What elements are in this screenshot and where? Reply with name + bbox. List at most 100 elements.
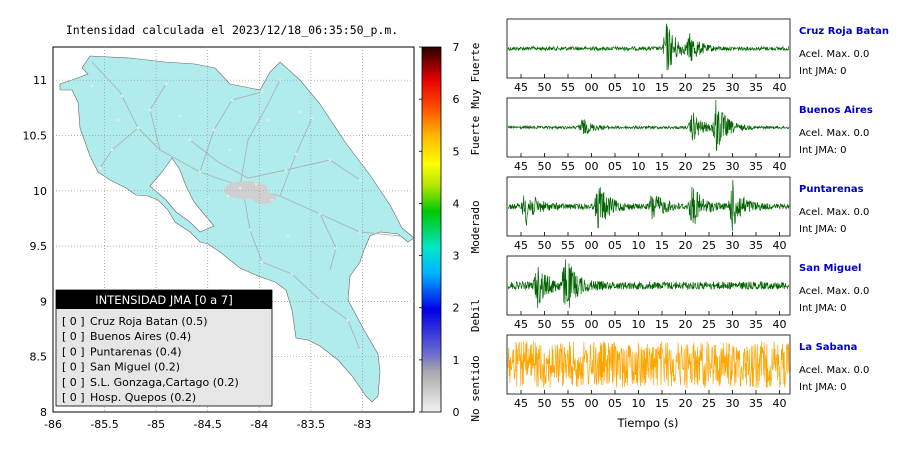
- town-marker: [228, 148, 232, 152]
- time-tick-label: 55: [561, 160, 575, 173]
- station-name: Buenos Aires: [799, 105, 873, 116]
- station-acel: Acel. Max. 0.0: [799, 207, 869, 218]
- legend-header-bg: [56, 290, 272, 309]
- station-int: Int JMA: 0: [799, 303, 847, 314]
- town-marker: [284, 168, 288, 172]
- x-tick-label: -84.5: [193, 418, 221, 431]
- time-tick-label: 25: [702, 239, 716, 252]
- town-marker: [120, 94, 124, 98]
- seismogram-panel: 45 50 55 00 05 10 15 20 25 30 35 40 Buenos Aires Acel…: [506, 97, 873, 173]
- colorbar-tick-label: 5: [453, 145, 460, 158]
- legend-item-label: Puntarenas (0.4): [90, 345, 182, 358]
- station-acel: Acel. Max. 0.0: [799, 128, 869, 139]
- time-tick-label: 10: [632, 397, 646, 410]
- time-tick-label: 10: [632, 160, 646, 173]
- time-tick-label: 10: [632, 81, 646, 94]
- time-tick-label: 15: [655, 81, 669, 94]
- town-marker: [270, 198, 274, 202]
- town-marker: [164, 82, 168, 86]
- legend-item-level: [ 0 ]: [62, 315, 85, 328]
- time-tick-label: 20: [679, 318, 693, 331]
- time-tick-label: 45: [514, 239, 528, 252]
- station-int: Int JMA: 0: [799, 382, 847, 393]
- town-marker: [148, 108, 152, 112]
- time-tick-label: 35: [749, 397, 763, 410]
- time-tick-label: 00: [585, 397, 599, 410]
- town-marker: [334, 246, 338, 250]
- seismogram-panel: 45 50 55 00 05 10 15 20 25 30 35 40 San Miguel Acel. …: [506, 255, 869, 331]
- town-marker: [98, 166, 102, 170]
- time-tick-label: 00: [585, 318, 599, 331]
- y-tick-label: 8.5: [30, 351, 48, 364]
- seismogram-panel: 45 50 55 00 05 10 15 20 25 30 35 40 La Sabana Acel. M…: [506, 334, 869, 410]
- legend-header: INTENSIDAD JMA [0 a 7]: [95, 293, 232, 307]
- time-tick-label: 50: [538, 239, 552, 252]
- colorbar-category: Debil: [469, 299, 482, 332]
- station-acel: Acel. Max. 0.0: [799, 365, 869, 376]
- time-tick-label: 15: [655, 397, 669, 410]
- intensity-legend: INTENSIDAD JMA [0 a 7] [ 0 ] Cruz Roja Ba…: [55, 289, 273, 407]
- map-x-axis: -86 -85.5 -85 -84.5 -84 -83.5 -83: [44, 418, 371, 431]
- station-acel: Acel. Max. 0.0: [799, 286, 869, 297]
- legend-item-label: S.L. Gonzaga,Cartago (0.2): [90, 376, 239, 389]
- time-tick-label: 25: [702, 81, 716, 94]
- legend-item-level: [ 0 ]: [62, 391, 85, 404]
- station-int: Int JMA: 0: [799, 224, 847, 235]
- x-tick-label: -85.5: [90, 418, 118, 431]
- colorbar-category: Muy Fuerte: [469, 43, 482, 109]
- time-tick-label: 50: [538, 397, 552, 410]
- town-marker: [346, 318, 350, 322]
- time-tick-label: 30: [726, 318, 740, 331]
- seismogram-panel: 45 50 55 00 05 10 15 20 25 30 35 40 Cruz Roja Batan A…: [506, 18, 889, 94]
- time-tick-label: 55: [561, 239, 575, 252]
- time-tick-label: 40: [773, 160, 787, 173]
- seismogram-trace: [507, 341, 790, 388]
- seismo-xlabel: Tiempo (s): [616, 416, 678, 430]
- time-tick-label: 00: [585, 81, 599, 94]
- map-y-axis: 8 8.5 9 9.5 10 10.5 11: [23, 74, 48, 419]
- town-marker: [266, 118, 270, 122]
- costa-rica-landmass: [59, 55, 415, 403]
- time-tick-label: 30: [726, 160, 740, 173]
- time-tick-label: 30: [726, 81, 740, 94]
- station-acel: Acel. Max. 0.0: [799, 49, 869, 60]
- y-tick-label: 9: [40, 295, 47, 308]
- time-tick-label: 05: [608, 318, 622, 331]
- y-tick-label: 11: [33, 74, 47, 87]
- town-marker: [212, 128, 216, 132]
- time-tick-label: 40: [773, 318, 787, 331]
- seismogram-panel: 45 50 55 00 05 10 15 20 25 30 35 40 Puntarenas Acel. …: [506, 176, 869, 252]
- time-tick-label: 25: [702, 397, 716, 410]
- town-marker: [188, 138, 192, 142]
- town-marker: [318, 212, 322, 216]
- time-tick-label: 05: [608, 160, 622, 173]
- time-tick-label: 20: [679, 239, 693, 252]
- seismogram-trace: [507, 179, 790, 232]
- legend-item-label: Cruz Roja Batan (0.5): [90, 315, 208, 328]
- colorbar-tick-label: 3: [453, 250, 460, 263]
- time-tick-label: 55: [561, 81, 575, 94]
- legend-box: [55, 289, 273, 407]
- colorbar-category: Fuerte: [469, 116, 482, 156]
- time-tick-label: 10: [632, 239, 646, 252]
- colorbar-category: Moderado: [469, 200, 482, 253]
- time-tick-label: 00: [585, 160, 599, 173]
- town-marker: [370, 338, 374, 342]
- town-marker: [260, 260, 264, 264]
- town-marker: [358, 178, 362, 182]
- x-tick-label: -83.5: [297, 418, 325, 431]
- time-tick-label: 00: [585, 239, 599, 252]
- intensity-colorbar: [421, 46, 442, 413]
- time-tick-label: 40: [773, 239, 787, 252]
- seismogram-trace: [507, 99, 790, 152]
- town-marker: [318, 298, 322, 302]
- town-marker: [110, 148, 114, 152]
- legend-item-level: [ 0 ]: [62, 345, 85, 358]
- station-name: Cruz Roja Batan: [799, 26, 889, 37]
- colorbar-categories: No sentido Debil Moderado Fuerte Muy Fuerte: [469, 43, 482, 422]
- time-tick-label: 25: [702, 318, 716, 331]
- x-tick-label: -86: [44, 418, 62, 431]
- station-name: San Miguel: [799, 263, 861, 274]
- time-tick-label: 55: [561, 318, 575, 331]
- town-marker: [226, 194, 230, 198]
